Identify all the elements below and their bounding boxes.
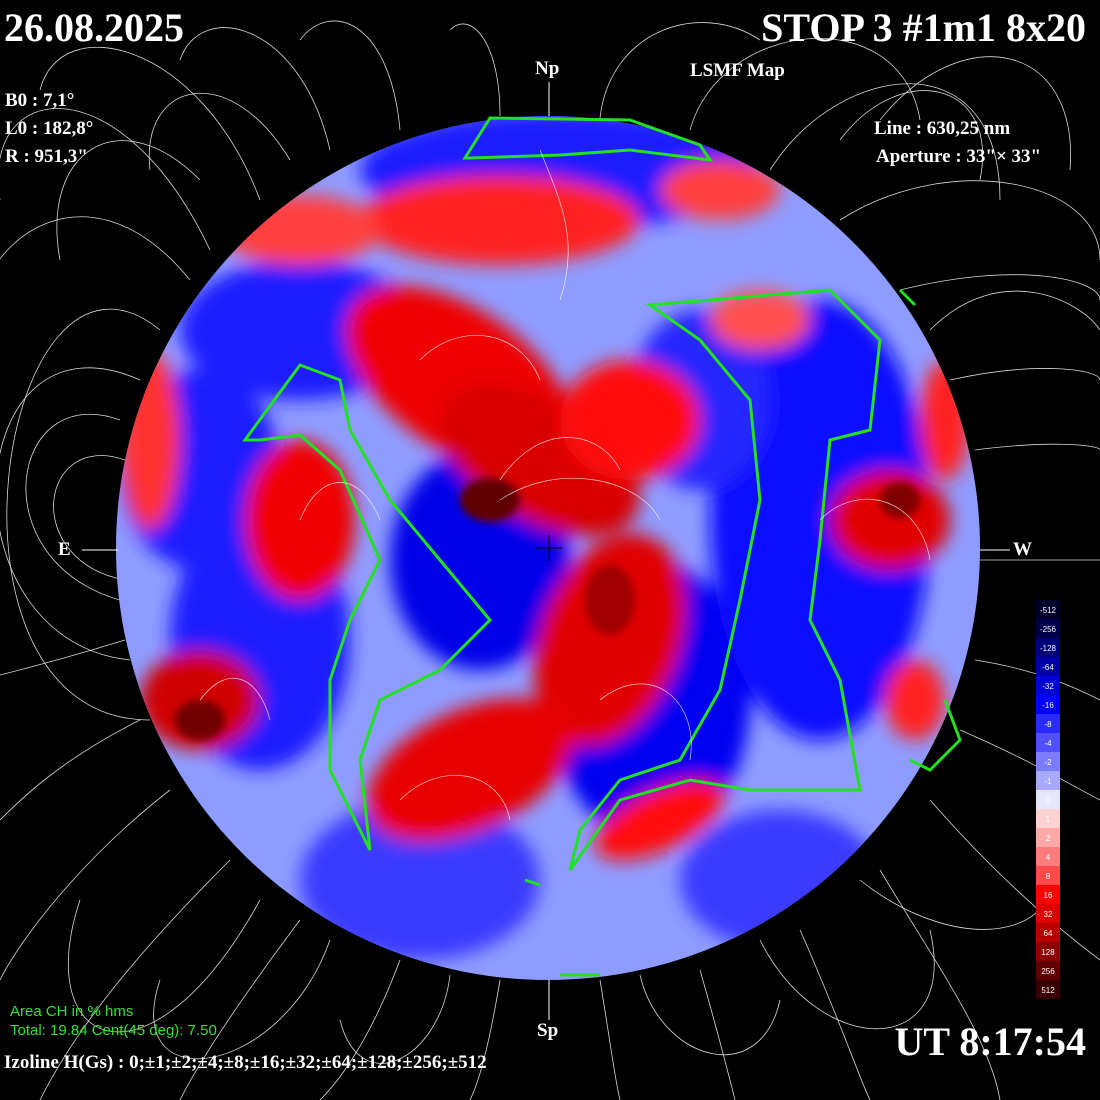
north-pole-label: Np bbox=[535, 58, 560, 79]
colorbar-tick-label: 512 bbox=[1041, 986, 1055, 995]
colorbar-swatch bbox=[1036, 961, 1060, 980]
title-label: STOP 3 #1m1 8x20 bbox=[761, 5, 1086, 50]
date-label: 26.08.2025 bbox=[4, 5, 184, 50]
colorbar-swatch bbox=[1036, 752, 1060, 771]
colorbar-swatch bbox=[1036, 980, 1060, 999]
coronal-hole-contours bbox=[242, 116, 962, 977]
colorbar-tick-label: 2 bbox=[1046, 834, 1051, 843]
colorbar-swatch bbox=[1036, 828, 1060, 847]
colorbar-swatch bbox=[1036, 771, 1060, 790]
colorbar-swatch bbox=[1036, 885, 1060, 904]
colorbar-swatch bbox=[1036, 638, 1060, 657]
colorbar-tick-label: -32 bbox=[1042, 682, 1054, 691]
colorbar-swatch bbox=[1036, 904, 1060, 923]
colorbar-tick-label: 16 bbox=[1044, 891, 1053, 900]
south-pole-label: Sp bbox=[537, 1020, 559, 1041]
west-label: W bbox=[1013, 539, 1032, 560]
disk-center-crosshair bbox=[536, 535, 562, 561]
colorbar-tick-label: 32 bbox=[1044, 910, 1053, 919]
colorbar-swatch bbox=[1036, 714, 1060, 733]
colorbar-tick-label: 64 bbox=[1044, 929, 1053, 938]
colorbar-tick-label: -1 bbox=[1044, 777, 1052, 786]
colorbar-swatch bbox=[1036, 942, 1060, 961]
colorbar-tick-label: -256 bbox=[1040, 625, 1057, 634]
area-total: Total: 19.84 Cent(45 deg): 7.50 bbox=[10, 1022, 217, 1039]
colorbar-swatch bbox=[1036, 619, 1060, 638]
colorbar-tick-label: -4 bbox=[1044, 739, 1052, 748]
field-lines-disk bbox=[199, 149, 931, 821]
colorbar-swatch bbox=[1036, 923, 1060, 942]
colorbar-swatch bbox=[1036, 676, 1060, 695]
colorbar-tick-label: -128 bbox=[1040, 644, 1057, 653]
colorbar-tick-label: 4 bbox=[1046, 853, 1051, 862]
colorbar-tick-label: 8 bbox=[1046, 872, 1051, 881]
line-label: Line : 630,25 nm bbox=[874, 118, 1011, 139]
colorbar: -512 -256 -128 -64 -32 -16 -8 -4 -2 -1 0 1 2 4 8 16 32 64… bbox=[1036, 600, 1060, 999]
colorbar-tick-label: 256 bbox=[1041, 967, 1055, 976]
colorbar-swatch bbox=[1036, 695, 1060, 714]
radius-label: R : 951,3" bbox=[5, 146, 88, 167]
b0-label: B0 : 7,1° bbox=[5, 90, 75, 111]
area-title: Area CH in % hms bbox=[10, 1003, 134, 1020]
aperture-label: Aperture : 33"× 33" bbox=[876, 146, 1042, 167]
colorbar-tick-label: -2 bbox=[1044, 758, 1052, 767]
colorbar-swatch bbox=[1036, 600, 1060, 619]
colorbar-swatch bbox=[1036, 657, 1060, 676]
colorbar-tick-label: -8 bbox=[1044, 720, 1052, 729]
subtitle-label: LSMF Map bbox=[690, 60, 785, 81]
magnetic-field-lines bbox=[0, 20, 1100, 1100]
ut-time-label: UT 8:17:54 bbox=[894, 1019, 1086, 1064]
colorbar-swatch bbox=[1036, 866, 1060, 885]
l0-label: L0 : 182,8° bbox=[5, 118, 94, 139]
colorbar-swatch bbox=[1036, 733, 1060, 752]
colorbar-tick-label: -512 bbox=[1040, 606, 1057, 615]
colorbar-tick-label: 0 bbox=[1046, 796, 1051, 805]
colorbar-tick-label: 128 bbox=[1041, 948, 1055, 957]
colorbar-swatch bbox=[1036, 847, 1060, 866]
east-label: E bbox=[58, 539, 71, 560]
colorbar-swatch bbox=[1036, 790, 1060, 809]
colorbar-tick-label: -64 bbox=[1042, 663, 1054, 672]
colorbar-swatch bbox=[1036, 809, 1060, 828]
colorbar-tick-label: -16 bbox=[1042, 701, 1054, 710]
axis-markers bbox=[82, 82, 1010, 1020]
izoline-label: Izoline H(Gs) : 0;±1;±2;±4;±8;±16;±32;±6… bbox=[4, 1052, 487, 1073]
colorbar-tick-label: 1 bbox=[1046, 815, 1051, 824]
